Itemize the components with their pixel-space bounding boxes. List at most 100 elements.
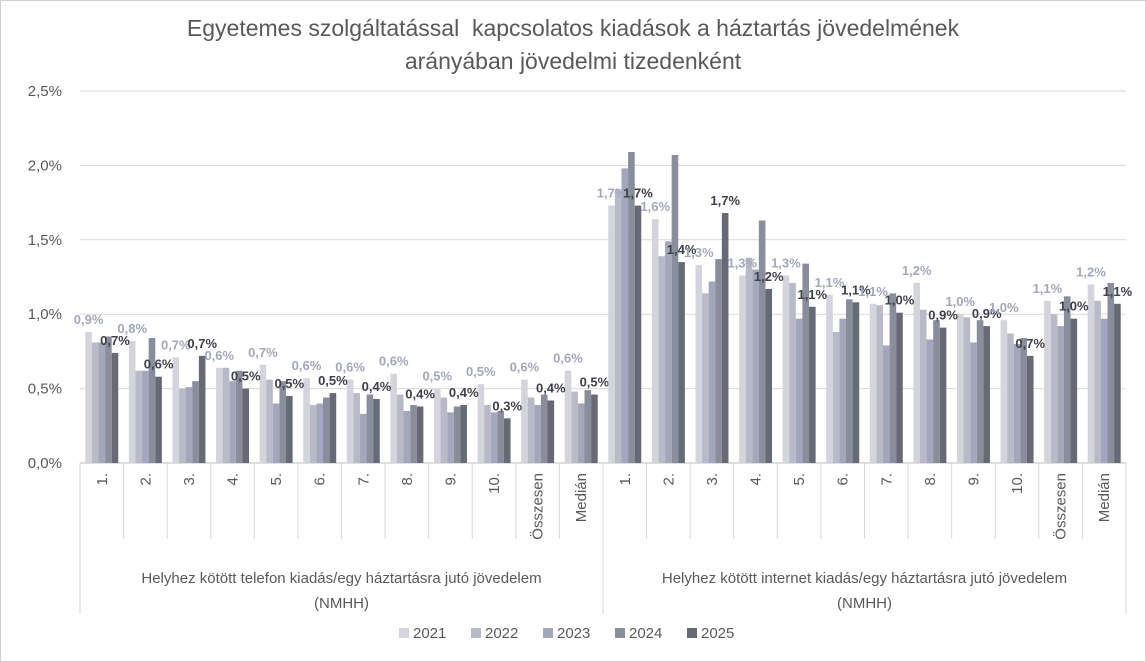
bar: [155, 376, 162, 463]
bar: [447, 412, 454, 463]
bar: [440, 397, 448, 463]
bar: [105, 336, 112, 463]
group-label: (NMHH): [314, 595, 369, 612]
bar: [913, 282, 920, 463]
bar: [460, 404, 467, 463]
category-label: 1.: [94, 473, 111, 486]
bar: [970, 342, 977, 463]
bar: [1057, 326, 1064, 463]
data-label: 0,4%: [536, 381, 566, 396]
bar: [584, 390, 592, 463]
category-label: 4.: [225, 473, 242, 486]
bar: [390, 373, 397, 463]
data-label: 1,2%: [902, 263, 932, 278]
bar: [976, 320, 984, 463]
bar: [621, 168, 629, 463]
bar: [416, 406, 424, 463]
category-label: 5.: [268, 473, 285, 486]
bar: [1094, 300, 1101, 463]
legend-label: 2025: [701, 625, 734, 642]
bar: [658, 256, 666, 463]
bar: [148, 338, 156, 463]
data-label: 0,7%: [187, 336, 217, 351]
bar: [216, 367, 223, 463]
category-label: 9.: [443, 473, 460, 486]
bar: [882, 345, 890, 463]
data-label: 0,5%: [318, 373, 348, 388]
data-label: 0,6%: [510, 360, 540, 375]
data-label: 1,7%: [597, 186, 627, 201]
chart-title-line-2: arányában jövedelmi tizedenként: [404, 48, 742, 74]
bar: [128, 340, 136, 463]
bar: [490, 412, 498, 463]
legend-swatch: [687, 628, 697, 638]
bar: [651, 218, 659, 463]
bar: [1087, 284, 1095, 463]
bar: [547, 400, 555, 463]
bar: [91, 342, 99, 463]
data-label: 0,5%: [274, 376, 304, 391]
data-label: 1,1%: [841, 282, 871, 297]
bar: [826, 294, 833, 463]
category-label: 3.: [704, 473, 721, 486]
bar: [410, 404, 417, 463]
bar: [316, 403, 324, 463]
data-label: 0,6%: [144, 357, 174, 372]
data-label: 1,0%: [885, 293, 915, 308]
bar: [571, 391, 578, 463]
bar: [708, 281, 716, 463]
bar: [366, 394, 374, 463]
category-label: 3.: [181, 473, 198, 486]
bar: [534, 404, 541, 463]
bar: [235, 370, 243, 463]
category-label: 8.: [922, 473, 939, 486]
data-label: 0,9%: [972, 306, 1002, 321]
data-label: 0,6%: [292, 358, 322, 373]
data-label: 0,6%: [335, 360, 365, 375]
data-label: 0,7%: [1015, 336, 1045, 351]
category-label: 4.: [748, 473, 765, 486]
bar: [1013, 343, 1021, 463]
category-label: Összesen: [1052, 473, 1070, 540]
legend-swatch: [399, 628, 409, 638]
category-label: 7.: [355, 473, 372, 486]
category-label: 6.: [835, 473, 852, 486]
bar: [286, 396, 293, 463]
bar: [715, 259, 722, 463]
data-label: 0,5%: [422, 369, 452, 384]
bar: [373, 399, 380, 463]
bar: [329, 393, 337, 463]
bar: [198, 355, 206, 463]
bar: [591, 394, 598, 463]
bar: [765, 288, 773, 463]
y-tick-label: 0,5%: [28, 381, 62, 398]
bar: [628, 152, 635, 463]
data-label: 0,7%: [100, 333, 130, 348]
bar: [869, 303, 877, 463]
bar: [896, 312, 903, 463]
legend-swatch: [471, 628, 481, 638]
data-label: 1,1%: [815, 275, 845, 290]
bar: [1000, 320, 1008, 463]
data-label: 0,9%: [74, 312, 104, 327]
data-label: 1,6%: [640, 199, 670, 214]
category-label: 5.: [791, 473, 808, 486]
bar: [721, 213, 729, 463]
bar: [752, 269, 759, 463]
data-label: 1,4%: [667, 242, 697, 257]
bar: [229, 381, 236, 463]
data-label: 1,2%: [1076, 264, 1106, 279]
data-label: 1,2%: [754, 269, 784, 284]
group-label: Helyhez kötött telefon kiadás/egy háztar…: [141, 570, 541, 587]
bar: [782, 275, 790, 463]
bar: [889, 293, 897, 463]
data-label: 1,3%: [684, 245, 714, 260]
chart-title: Egyetemes szolgáltatással kapcsolatos ki…: [0, 12, 1146, 78]
bar: [939, 327, 947, 463]
data-label: 1,1%: [858, 284, 888, 299]
bar: [396, 394, 404, 463]
data-label: 1,1%: [1033, 281, 1063, 296]
legend-label: 2024: [629, 625, 662, 642]
